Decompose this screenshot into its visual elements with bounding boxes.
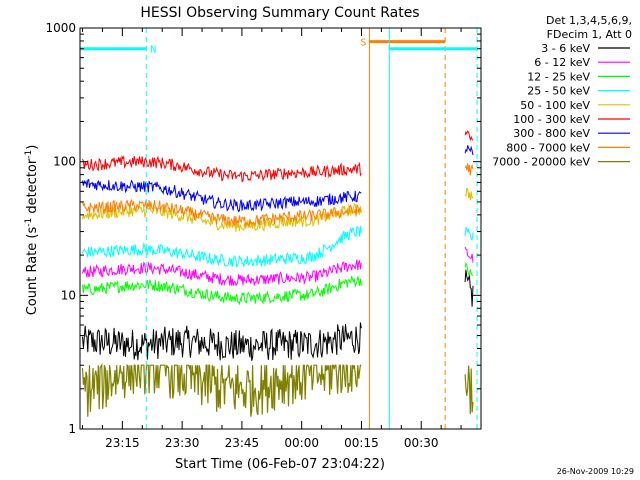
y-axis: 1 10 100 1000 [45, 21, 481, 436]
legend-label: 100 - 300 keV [513, 113, 590, 126]
x-tick-label: 00:30 [404, 436, 439, 450]
x-tick-label: 23:45 [225, 436, 260, 450]
series-trace-8-0 [81, 363, 362, 417]
legend-header-1: Det 1,3,4,5,6,9, [546, 14, 632, 27]
annotation-label: S [360, 38, 366, 49]
annotation-label: N [150, 45, 156, 56]
series-trace-1-1 [464, 246, 474, 263]
series-trace-0-1 [464, 269, 474, 307]
y-axis-label-end: ) [25, 145, 40, 150]
y-axis-label-main: Count Rate (s [25, 227, 40, 316]
footer-date: 26-Nov-2009 10:29 [557, 467, 634, 476]
data-traces [81, 130, 474, 417]
legend-label: 7000 - 20000 keV [492, 156, 590, 169]
y-tick-label: 10 [61, 288, 76, 302]
x-tick-label: 23:15 [105, 436, 140, 450]
x-axis-label: Start Time (06-Feb-07 23:04:22) [175, 457, 385, 472]
y-axis-label-mid: detector [25, 158, 40, 218]
legend-label: 300 - 800 keV [513, 127, 590, 140]
x-tick-label: 00:00 [284, 436, 319, 450]
series-trace-1-0 [82, 259, 362, 287]
legend-label: 3 - 6 keV [541, 42, 590, 55]
y-tick-label: 1000 [45, 21, 76, 35]
chart-title: HESSI Observing Summary Count Rates [140, 5, 419, 21]
series-trace-7-0 [82, 198, 362, 228]
series-trace-8-1 [464, 365, 474, 415]
legend-label: 800 - 7000 keV [506, 141, 590, 154]
legend-label: 50 - 100 keV [520, 99, 590, 112]
y-tick-label: 1 [68, 422, 76, 436]
series-trace-3-1 [464, 226, 474, 241]
legend: Det 1,3,4,5,6,9, FDecim 1, Att 0 3 - 6 k… [492, 14, 632, 169]
series-trace-5-0 [82, 155, 362, 183]
series-trace-0-0 [82, 322, 362, 361]
legend-label: 6 - 12 keV [534, 56, 590, 69]
series-trace-2-0 [82, 275, 362, 306]
series-trace-7-1 [464, 163, 474, 176]
series-trace-2-1 [464, 261, 474, 277]
legend-header-2: FDecim 1, Att 0 [547, 28, 632, 41]
series-trace-5-1 [464, 130, 474, 142]
y-axis-label-sup-1: -1 [24, 218, 34, 227]
series-trace-6-1 [464, 145, 474, 156]
series-trace-4-1 [464, 187, 474, 201]
y-tick-label: 100 [53, 155, 76, 169]
y-axis-label-sup-2: -1 [24, 150, 34, 159]
series-trace-3-0 [82, 225, 362, 268]
series-trace-6-0 [82, 178, 362, 213]
x-tick-label: 00:15 [344, 436, 379, 450]
legend-label: 12 - 25 keV [527, 70, 590, 83]
plot-frame [79, 27, 482, 430]
x-axis: 23:15 23:30 23:45 00:00 00:15 00:30 [82, 28, 482, 450]
x-tick-label: 23:30 [165, 436, 200, 450]
y-axis-label: Count Rate (s-1 detector-1) [24, 145, 40, 316]
legend-label: 25 - 50 keV [527, 85, 590, 98]
